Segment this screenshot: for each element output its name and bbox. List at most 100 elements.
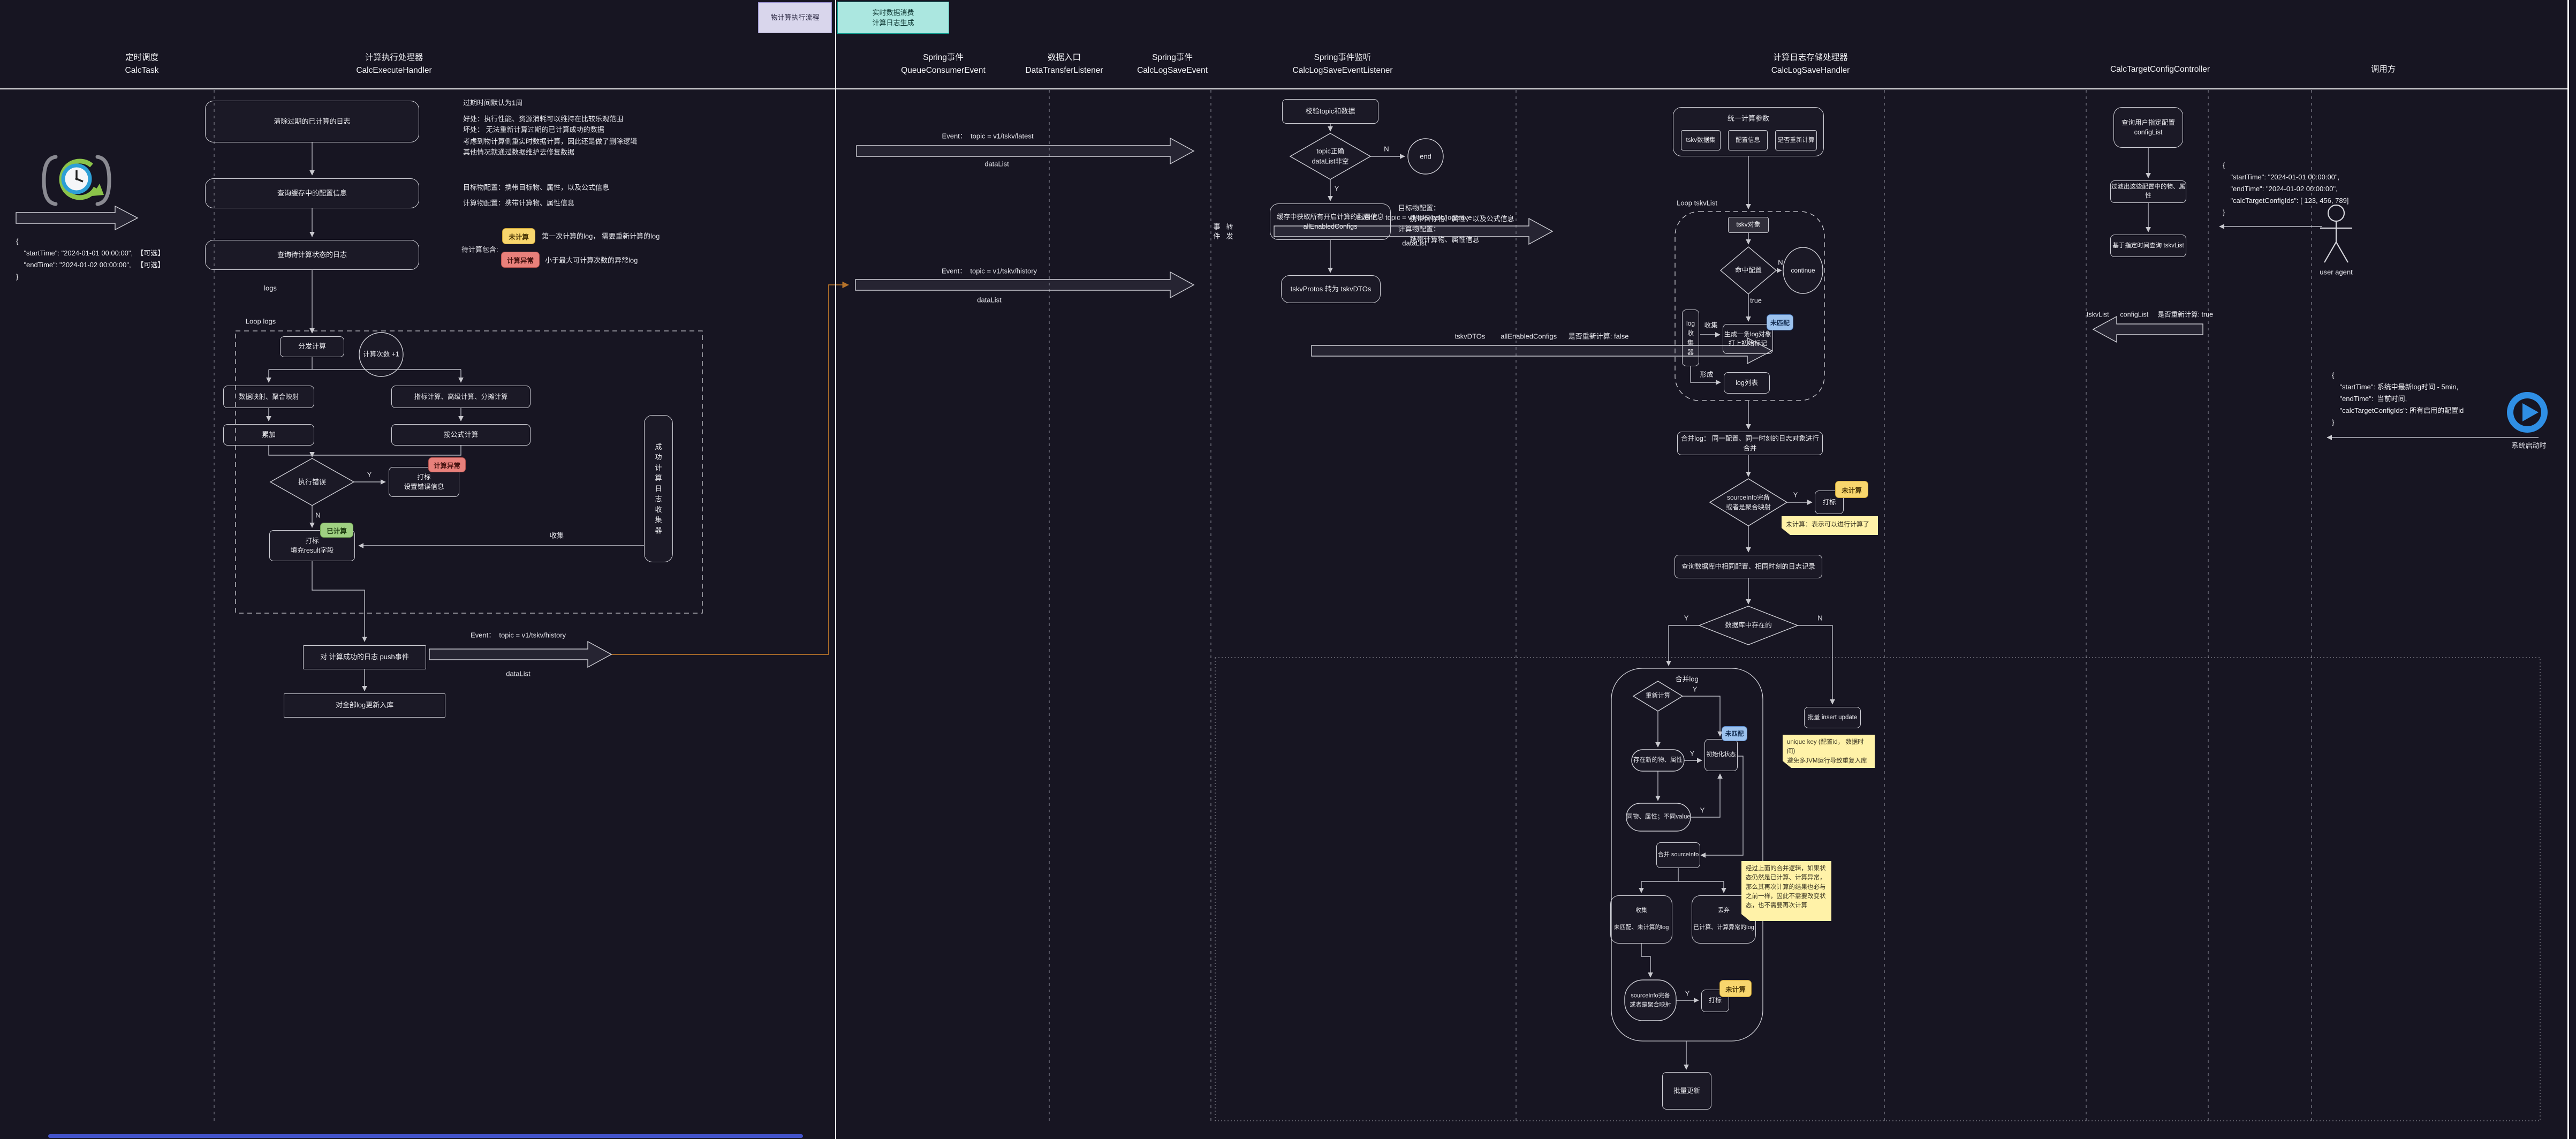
- label-y3: Y: [1793, 491, 1798, 499]
- node-merge-sourceinfo: 合并 sourceInfo: [1656, 842, 1700, 868]
- label-new-attr: 存在新的物、属性: [1633, 757, 1683, 764]
- actor-queueevent: Spring事件 QueueConsumerEvent: [901, 52, 986, 75]
- node-mark-error: 打标 设置错误信息: [389, 467, 459, 497]
- label-continue: continue: [1791, 267, 1815, 274]
- label-datalist4: dataList: [977, 296, 1002, 304]
- node-param-recalc: 是否重新计算: [1775, 130, 1817, 150]
- note-good: 好处：执行性能、资源消耗可以维持在比较乐观范围: [463, 115, 624, 123]
- note-unique-key: unique key (配置id， 数据时间) 避免多JVM运行导致重复入库: [1783, 735, 1875, 768]
- label-merge-region: 合并log: [1675, 675, 1699, 683]
- label-n4: N: [1817, 614, 1823, 622]
- hit-config-diamond: [1719, 246, 1777, 295]
- actor-calctask: 定时调度 CalcTask: [125, 52, 159, 75]
- label-event-latest: Event： topic = v1/tskv/latest: [942, 132, 1034, 140]
- label-y6: Y: [1689, 749, 1695, 758]
- flow-title-badge: 物计算执行流程: [758, 2, 832, 33]
- db-exists-diamond: [1698, 606, 1799, 645]
- note-err-desc: 小于最大可计算次数的异常log: [545, 256, 638, 265]
- note-config-detail: 目标物配置： 携带目标物、属性，以及公式信息 计算物配置： 携带计算物、属性信息: [1398, 204, 1514, 244]
- play-icon: [2507, 392, 2548, 433]
- actor-savehandler: 计算日志存储处理器 CalcLogSaveHandler: [1771, 52, 1850, 75]
- label-y1: Y: [367, 470, 372, 479]
- dotted-frame: [1215, 657, 2541, 1121]
- node-dispatch: 分发计算: [280, 336, 344, 357]
- label-relay-event: 事件: [1213, 222, 1221, 240]
- lifelines: [214, 90, 2312, 1125]
- note-uncalc-desc: 第一次计算的log， 需要重新计算的log: [542, 232, 660, 240]
- same-diff-shape: [1626, 803, 1691, 832]
- label-dto-args: tskvDTOs allEnabledConfigs 是否重新计算: false: [1454, 332, 1629, 341]
- horizontal-scrollbar-thumb[interactable]: [48, 1134, 803, 1138]
- relay-connector: [611, 281, 849, 655]
- node-mark-done: 打标 填充result字段: [269, 530, 355, 561]
- label-unified-params: 统一计算参数: [1727, 114, 1770, 123]
- label-form: 形成: [1700, 371, 1714, 379]
- node-unified-params: [1673, 107, 1824, 156]
- label-event-history2: Event： topic = v1/tskv/history: [941, 267, 1037, 275]
- node-success-collector: 成功计算日志收集器: [644, 415, 673, 562]
- node-query-tskvlist: 基于指定时间查询 tskvList: [2110, 235, 2186, 257]
- label-y2: Y: [1334, 184, 1339, 193]
- loop-logs-region: [235, 330, 703, 614]
- label-datalist1: dataList: [506, 669, 531, 678]
- merge-log-region: [1611, 668, 1763, 1042]
- node-query-db: 查询数据库中相同配置、相同时刻的日志记录: [1675, 555, 1822, 578]
- node-batch-insert: 批量 insert update: [1804, 707, 1861, 728]
- label-relay-forward: 转发: [1226, 222, 1233, 240]
- boot-request-json: { "startTime": 系统中最新log时间 - 5min, "endTi…: [2332, 371, 2464, 427]
- header-divider: [0, 88, 2569, 89]
- node-discard-logs: 丢弃 已计算、计算异常的log: [1692, 895, 1756, 944]
- actor-saveevent: Spring事件 CalcLogSaveEvent: [1137, 52, 1208, 75]
- note-merge-logic: 经过上面的合并逻辑，如果状态仍然是已计算、计算异常，那么其再次计算的结果也必与之…: [1741, 861, 1831, 921]
- node-by-formula: 按公式计算: [391, 424, 531, 446]
- node-query-pending: 查询待计算状态的日志: [205, 240, 419, 270]
- label-loop-tskv: Loop tskvList: [1677, 199, 1717, 207]
- dto-forward-arrow: [1311, 337, 1773, 365]
- recalc-diamond: [1632, 681, 1684, 712]
- timer-icon: [42, 155, 111, 206]
- sourceinfo-ready-diamond: [1709, 478, 1788, 526]
- label-datalist3: dataList: [1402, 239, 1427, 247]
- note-pending-include: 待计算包含:: [461, 245, 498, 254]
- note-target-config: 目标物配置：携带目标物、属性，以及公式信息: [463, 183, 610, 192]
- controller-return-arrow: [2092, 315, 2203, 343]
- sourceinfo-ready2-shape: [1624, 979, 1677, 1021]
- exec-error-diamond: [269, 458, 355, 506]
- label-loop-logs: Loop logs: [245, 317, 276, 326]
- label-end: end: [1420, 152, 1431, 161]
- label-topic-ok: topic正确 dataList非空: [1312, 147, 1349, 165]
- badge-calc-error: 计算异常: [428, 457, 466, 472]
- label-user-agent: user agent: [2320, 268, 2353, 276]
- label-y4: Y: [1684, 614, 1689, 622]
- node-metric-calc: 指标计算、高级计算、分摊计算: [391, 386, 531, 408]
- node-batch-update: 批量更新: [1662, 1072, 1711, 1110]
- label-n1: N: [315, 511, 321, 519]
- new-attr-shape: [1631, 749, 1685, 772]
- event-history-arrow: [855, 271, 1195, 299]
- node-data-map: 数据映射、聚合映射: [223, 386, 314, 408]
- timer-trigger-arrow: [16, 205, 139, 231]
- event-latest-arrow: [856, 137, 1195, 165]
- label-return-args: tskvList configList 是否重新计算: true: [2086, 311, 2214, 319]
- note-calc-config: 计算物配置：携带计算物、属性信息: [463, 199, 575, 207]
- node-param-config: 配置信息: [1728, 130, 1768, 150]
- node-mark2: 打标: [1701, 990, 1729, 1012]
- continue-ellipse: [1783, 247, 1823, 294]
- label-event-history1: Event： topic = v1/tskv/history: [470, 631, 566, 639]
- event-save-arrow: [1274, 217, 1554, 245]
- node-param-dataset: tskv数据集: [1681, 130, 1721, 150]
- caller-request-json: { "startTime": "2024-01-01 00:00:00", "e…: [2223, 161, 2349, 217]
- actor-controller: CalcTargetConfigController: [2110, 64, 2210, 74]
- user-agent-icon: [2320, 204, 2352, 263]
- label-n3: N: [1778, 258, 1783, 267]
- node-clear-expired: 清除过期的已计算的日志: [205, 101, 419, 142]
- node-log-list: log列表: [1724, 372, 1770, 394]
- badge-calc-error-legend: 计算异常: [501, 252, 540, 268]
- node-get-configs: 缓存中获取所有开启计算的配置信息 allEnabledConfigs: [1270, 203, 1391, 240]
- badge-calculated: 已计算: [320, 523, 353, 538]
- label-y5: Y: [1692, 685, 1698, 693]
- node-filter-things: 过滤出这些配置中的物、属性: [2110, 180, 2186, 203]
- label-sourceinfo-ready2: sourceInfo完备 或者是聚合映射: [1630, 992, 1671, 1008]
